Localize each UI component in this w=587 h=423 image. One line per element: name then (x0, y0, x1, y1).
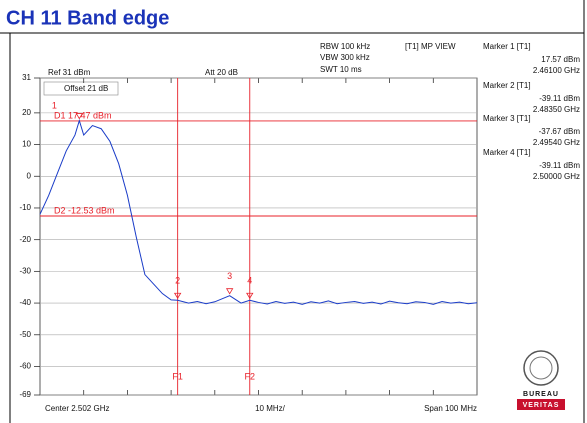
logo-inner (529, 356, 553, 380)
marker-name: Marker 1 [T1] (483, 42, 531, 51)
marker-frequency: 2.50000 GHz (533, 172, 580, 181)
logo-text: BUREAU (523, 391, 559, 398)
y-tick-label: 0 (27, 171, 32, 180)
y-tick-label: -10 (19, 203, 31, 212)
logo: BUREAU VERITAS (517, 350, 565, 410)
att-label: Att 20 dB (205, 68, 238, 77)
setting: SWT 10 ms (320, 65, 362, 74)
chart-title: CH 11 Band edge (6, 7, 169, 29)
frequency-line-label: F2 (245, 371, 256, 381)
marker-value: 17.57 dBm (541, 55, 580, 64)
marker-value: -37.67 dBm (539, 127, 581, 136)
marker-tag: 3 (227, 271, 232, 281)
y-tick-label: -20 (19, 235, 31, 244)
marker-tag: 1 (52, 100, 57, 110)
y-tick-label: -40 (19, 298, 31, 307)
y-tick-label: -60 (19, 362, 31, 371)
y-tick-label: 31 (22, 73, 31, 82)
marker-frequency: 2.46100 GHz (533, 66, 580, 75)
trace (39, 118, 478, 305)
x-center-label: Center 2.502 GHz (45, 404, 109, 413)
marker-symbol (246, 292, 254, 300)
y-tick-label: -30 (19, 266, 31, 275)
marker-symbol (173, 292, 182, 300)
display-line-label: D2 -12.53 dBm (54, 205, 115, 215)
setting: VBW 300 kHz (320, 53, 370, 62)
marker-frequency: 2.49540 GHz (533, 138, 580, 147)
frequency-line-label: F1 (172, 371, 183, 381)
y-tick-label: -50 (19, 330, 31, 339)
marker-tag: 4 (247, 276, 252, 286)
logo-text: VERITAS (523, 402, 560, 409)
marker-symbol (75, 113, 84, 120)
x-span-label: Span 100 MHz (424, 404, 477, 413)
marker-frequency: 2.48350 GHz (533, 105, 580, 114)
marker-name: Marker 4 [T1] (483, 148, 531, 157)
view-label: [T1] MP VIEW (405, 42, 456, 51)
marker-value: -39.11 dBm (539, 94, 580, 103)
marker-value: -39.11 dBm (539, 161, 580, 170)
setting: RBW 100 kHz (320, 42, 370, 51)
y-tick-label: -69 (19, 390, 31, 399)
y-tick-label: 20 (22, 108, 31, 117)
ref-label: Ref 31 dBm (48, 68, 91, 77)
offset-box (43, 81, 119, 96)
marker-name: Marker 3 [T1] (483, 114, 531, 123)
y-tick-label: 10 (22, 140, 31, 149)
x-div-label: 10 MHz/ (255, 404, 286, 413)
marker-tag: 2 (175, 276, 180, 286)
marker-name: Marker 2 [T1] (483, 81, 531, 90)
display-line-label: D1 17.47 dBm (54, 110, 112, 120)
offset-label: Offset 21 dB (64, 84, 108, 93)
logo-band (517, 399, 565, 410)
marker-symbol (225, 288, 234, 295)
